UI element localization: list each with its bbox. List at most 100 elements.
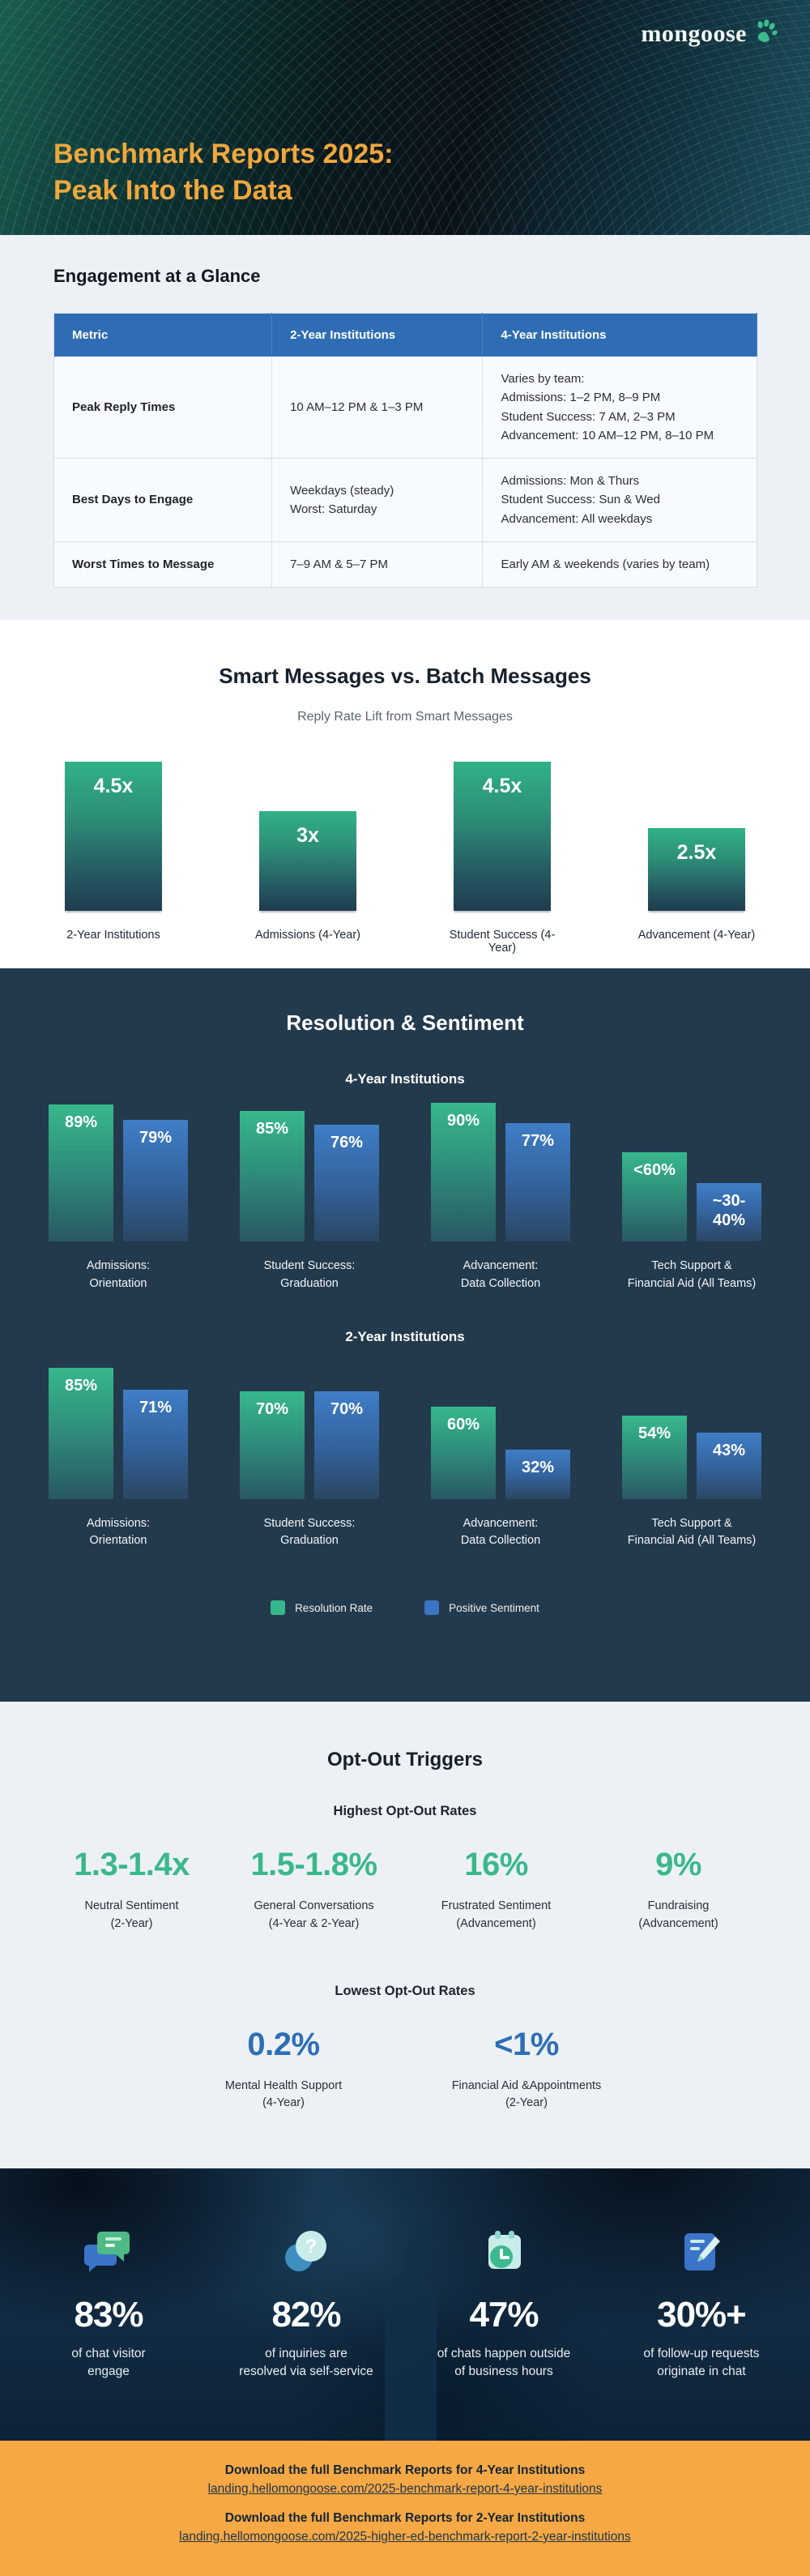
resolution-rate-bar: 85% bbox=[49, 1368, 113, 1499]
question-circle-icon: ? bbox=[281, 2224, 331, 2275]
stat-label: of chat visitor engage bbox=[71, 2347, 146, 2379]
stat-label: of chats happen outside of business hour… bbox=[437, 2347, 571, 2379]
stat-value: 30%+ bbox=[657, 2295, 747, 2335]
positive-sentiment-bar: 77% bbox=[505, 1122, 570, 1241]
bar-value-label: 89% bbox=[64, 1113, 98, 1131]
smart-vs-batch-section: Smart Messages vs. Batch Messages Reply … bbox=[0, 620, 810, 968]
resolution-rate-bar: 89% bbox=[49, 1104, 113, 1241]
bar-advancement: 2.5x bbox=[648, 827, 745, 911]
lowest-opt-out-stats: 0.2% Mental Health Support (4-Year) <1% … bbox=[0, 2027, 810, 2113]
group-label: Tech Support & Financial Aid (All Teams) bbox=[627, 1259, 757, 1290]
stat-item: 16% Frustrated Sentiment (Advancement) bbox=[405, 1847, 587, 1933]
stat-label: Fundraising (Advancement) bbox=[638, 1899, 718, 1930]
row-4year-value: Varies by team: Admissions: 1–2 PM, 8–9 … bbox=[482, 357, 757, 459]
group-label: Advancement: Data Collection bbox=[460, 1259, 541, 1290]
svg-text:?: ? bbox=[305, 2236, 318, 2258]
stat-item: 1.3-1.4x Neutral Sentiment (2-Year) bbox=[40, 1847, 223, 1933]
stat-label: of inquiries are resolved via self-servi… bbox=[239, 2347, 373, 2379]
positive-sentiment-bar: 43% bbox=[697, 1432, 761, 1499]
bar-value-label: 4.5x bbox=[93, 774, 134, 797]
resolution-rate-bar: 70% bbox=[240, 1391, 305, 1499]
row-2year-value: 10 AM–12 PM & 1–3 PM bbox=[271, 357, 484, 459]
download-title: Download the full Benchmark Reports for … bbox=[224, 2511, 586, 2525]
legend-item-positive-sentiment: Positive Sentiment bbox=[424, 1600, 539, 1615]
hero-header: mongoose Benchmark Reports 2025: Peak In… bbox=[0, 0, 810, 235]
col-header-2year: 2-Year Institutions bbox=[271, 313, 484, 357]
page-title: Benchmark Reports 2025: Peak Into the Da… bbox=[53, 136, 394, 209]
opt-out-title: Opt-Out Triggers bbox=[327, 1749, 483, 1771]
chat-bubbles-icon bbox=[83, 2224, 134, 2275]
bar-value-label: ~30-40% bbox=[712, 1191, 746, 1229]
download-title: Download the full Benchmark Reports for … bbox=[224, 2463, 586, 2477]
download-block-2year: Download the full Benchmark Reports for … bbox=[0, 2511, 810, 2544]
resolution-sentiment-section: Resolution & Sentiment 4-Year Institutio… bbox=[0, 968, 810, 1702]
group-label: Tech Support & Financial Aid (All Teams) bbox=[627, 1516, 757, 1548]
bar-value-label: 76% bbox=[330, 1133, 364, 1151]
stat-chat-engagement: 83% of chat visitor engage bbox=[28, 2224, 189, 2382]
col-header-4year: 4-Year Institutions bbox=[482, 313, 757, 357]
row-metric: Peak Reply Times bbox=[53, 357, 273, 459]
category-label: 2-Year Institutions bbox=[66, 929, 160, 942]
row-2year-value: Weekdays (steady) Worst: Saturday bbox=[271, 458, 484, 542]
resolution-chart-4year: 89% 79% Admissions: Orientation 85% 76% … bbox=[0, 1099, 810, 1293]
chart-subtitle-2year: 2-Year Institutions bbox=[345, 1328, 465, 1344]
resolution-rate-bar: 54% bbox=[622, 1415, 687, 1499]
bar-value-label: 4.5x bbox=[482, 774, 522, 797]
bar-group: 89% 79% Admissions: Orientation bbox=[45, 1099, 192, 1293]
bar-group: 54% 43% Tech Support & Financial Aid (Al… bbox=[618, 1356, 765, 1551]
smart-bar-chart: 4.5x 3x 4.5x 2.5x bbox=[0, 760, 810, 911]
bar-value-label: 2.5x bbox=[676, 840, 717, 864]
quick-stats-row: 83% of chat visitor engage ? 82% of inqu… bbox=[0, 2168, 810, 2382]
bar-value-label: 32% bbox=[521, 1458, 555, 1476]
download-link-2year[interactable]: landing.hellomongoose.com/2025-higher-ed… bbox=[179, 2530, 631, 2544]
resolution-title: Resolution & Sentiment bbox=[286, 1010, 524, 1035]
bar-value-label: 3x bbox=[296, 824, 319, 847]
row-4year-value: Admissions: Mon & Thurs Student Success:… bbox=[482, 458, 757, 542]
calendar-clock-icon bbox=[479, 2224, 529, 2275]
group-label: Admissions: Orientation bbox=[86, 1516, 151, 1548]
row-4year-value: Early AM & weekends (varies by team) bbox=[482, 541, 757, 588]
download-footer: Download the full Benchmark Reports for … bbox=[0, 2441, 810, 2576]
engagement-table: Metric 2-Year Institutions 4-Year Instit… bbox=[53, 313, 757, 588]
stat-value: 16% bbox=[464, 1847, 528, 1882]
stat-value: <1% bbox=[494, 2026, 559, 2062]
category-label: Advancement (4-Year) bbox=[637, 929, 756, 942]
positive-sentiment-bar: ~30-40% bbox=[697, 1182, 761, 1241]
page-title-line1: Benchmark Reports 2025: bbox=[53, 139, 394, 169]
smart-chart-subtitle: Reply Rate Lift from Smart Messages bbox=[297, 710, 513, 724]
resolution-rate-bar: 60% bbox=[431, 1406, 496, 1499]
positive-sentiment-bar: 32% bbox=[505, 1449, 570, 1499]
bar-value-label: 60% bbox=[446, 1415, 480, 1433]
smart-chart-title: Smart Messages vs. Batch Messages bbox=[219, 664, 591, 688]
category-label: Admissions (4-Year) bbox=[254, 929, 360, 942]
engagement-section: Engagement at a Glance Metric 2-Year Ins… bbox=[0, 235, 810, 620]
bar-group: 90% 77% Advancement: Data Collection bbox=[427, 1099, 574, 1293]
bar-value-label: 43% bbox=[712, 1441, 746, 1459]
highest-opt-out-stats: 1.3-1.4x Neutral Sentiment (2-Year) 1.5-… bbox=[0, 1847, 810, 1933]
bar-value-label: 70% bbox=[255, 1399, 289, 1418]
bar-group: 85% 76% Student Success: Graduation bbox=[236, 1099, 383, 1293]
bar-value-label: 90% bbox=[446, 1112, 480, 1130]
resolution-rate-swatch bbox=[271, 1600, 286, 1615]
resolution-chart-2year: 85% 71% Admissions: Orientation 70% 70% … bbox=[0, 1356, 810, 1551]
col-header-metric: Metric bbox=[53, 313, 273, 357]
lowest-opt-out-heading: Lowest Opt-Out Rates bbox=[335, 1983, 475, 1998]
legend-item-resolution-rate: Resolution Rate bbox=[271, 1600, 373, 1615]
bar-2year: 4.5x bbox=[65, 761, 162, 911]
download-block-4year: Download the full Benchmark Reports for … bbox=[0, 2463, 810, 2497]
positive-sentiment-bar: 70% bbox=[314, 1391, 379, 1499]
stat-value: 1.3-1.4x bbox=[74, 1847, 190, 1882]
stat-value: 0.2% bbox=[247, 2026, 320, 2062]
table-header-row: Metric 2-Year Institutions 4-Year Instit… bbox=[53, 313, 757, 357]
stat-item: <1% Financial Aid &Appointments (2-Year) bbox=[405, 2027, 648, 2113]
stat-value: 83% bbox=[74, 2295, 143, 2335]
bar-value-label: 77% bbox=[521, 1131, 555, 1150]
group-label: Student Success: Graduation bbox=[263, 1516, 356, 1548]
stat-item: 9% Fundraising (Advancement) bbox=[587, 1847, 770, 1933]
stat-value: 82% bbox=[271, 2295, 341, 2335]
bar-group: 85% 71% Admissions: Orientation bbox=[45, 1356, 192, 1551]
download-link-4year[interactable]: landing.hellomongoose.com/2025-benchmark… bbox=[207, 2482, 603, 2496]
bar-value-label: 85% bbox=[255, 1119, 289, 1138]
positive-sentiment-swatch bbox=[424, 1600, 440, 1615]
stat-value: 1.5-1.8% bbox=[250, 1847, 377, 1882]
